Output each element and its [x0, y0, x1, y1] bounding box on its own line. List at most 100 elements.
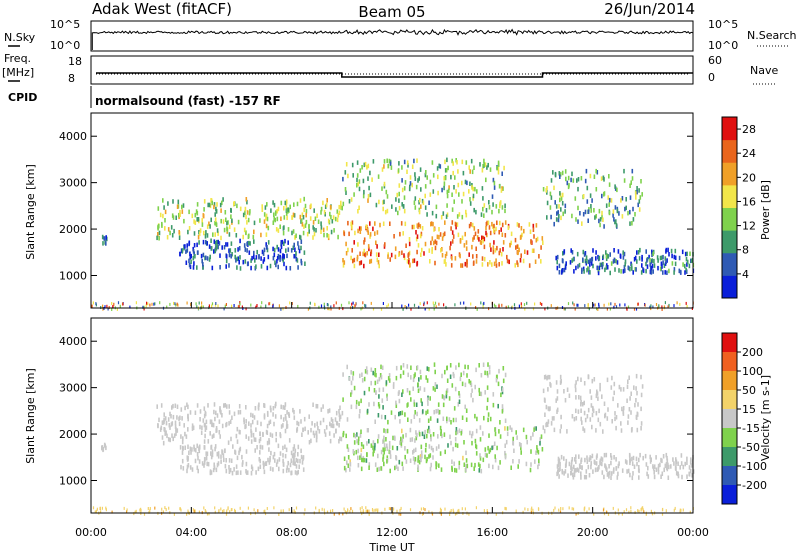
power-echo-cell [464, 179, 467, 185]
velocity-near-range-cell [162, 510, 164, 514]
velocity-near-range-cell [192, 508, 194, 512]
power-echo-cell [105, 241, 107, 246]
velocity-echo-cell [573, 469, 576, 474]
power-echo-cell [235, 233, 238, 238]
velocity-echo-cell [385, 380, 388, 385]
power-echo-cell [157, 232, 159, 237]
power-echo-cell [389, 257, 391, 262]
power-echo-cell [662, 260, 664, 265]
power-echo-cell [223, 245, 226, 250]
velocity-echo-cell [259, 436, 262, 442]
velocity-echo-cell [402, 363, 405, 368]
power-echo-cell [404, 221, 407, 227]
power-echo-cell [447, 188, 450, 193]
velocity-echo-cell [378, 394, 380, 399]
velocity-echo-cell [223, 403, 225, 408]
velocity-echo-cell [589, 389, 591, 394]
power-echo-cell [234, 248, 237, 253]
velocity-echo-cell [420, 444, 423, 450]
velocity-echo-cell [226, 404, 228, 409]
power-echo-cell [465, 209, 467, 215]
power-echo-cell [246, 261, 249, 267]
power-echo-cell [470, 158, 473, 164]
power-echo-cell [479, 162, 481, 167]
velocity-near-range-cell [264, 512, 267, 516]
power-echo-cell [446, 203, 448, 208]
power-echo-cell [684, 263, 686, 269]
velocity-near-range-cell [165, 508, 167, 512]
velocity-echo-cell [308, 440, 311, 445]
velocity-echo-cell [560, 454, 563, 460]
velocity-echo-cell [647, 474, 650, 479]
velocity-near-range-cell [263, 509, 265, 513]
velocity-echo-cell [587, 464, 590, 470]
velocity-near-range-cell [400, 512, 402, 516]
velocity-echo-cell [401, 461, 404, 467]
power-echo-cell [225, 217, 227, 222]
power-echo-cell [422, 200, 425, 205]
velocity-echo-cell [491, 445, 493, 451]
power-echo-cell [601, 193, 603, 199]
velocity-echo-cell [224, 403, 227, 408]
velocity-echo-cell [416, 365, 419, 370]
power-echo-cell [348, 199, 351, 204]
power-echo-cell [602, 261, 604, 267]
power-echo-cell [231, 218, 233, 223]
velocity-echo-cell [613, 455, 615, 460]
power-near-range-cell [214, 303, 217, 307]
velocity-echo-cell [610, 453, 612, 458]
power-near-range-cell [652, 305, 654, 309]
power-echo-cell [452, 161, 454, 166]
velocity-echo-cell [391, 445, 394, 451]
velocity-echo-cell [476, 416, 478, 422]
power-echo-cell [265, 216, 267, 221]
power-echo-cell [651, 258, 653, 263]
power-echo-cell [582, 194, 585, 199]
velocity-echo-cell [382, 454, 385, 459]
velocity-echo-cell [292, 407, 294, 413]
velocity-echo-cell [292, 457, 295, 463]
power-echo-cell [465, 240, 468, 245]
velocity-echo-cell [488, 433, 490, 438]
velocity-echo-cell [474, 384, 476, 390]
velocity-echo-cell [434, 369, 436, 375]
power-echo-cell [233, 227, 236, 232]
velocity-echo-cell [453, 373, 455, 379]
velocity-echo-cell [428, 454, 430, 459]
power-near-range-cell [664, 301, 666, 305]
velocity-echo-cell [188, 450, 190, 456]
power-echo-cell [515, 245, 517, 250]
power-echo-cell [651, 264, 654, 269]
velocity-near-range-cell [650, 509, 652, 513]
velocity-echo-cell [350, 404, 353, 410]
velocity-echo-cell [487, 362, 489, 367]
power-echo-cell [253, 229, 255, 235]
power-echo-cell [482, 196, 484, 201]
power-echo-cell [230, 241, 233, 246]
power-echo-cell [358, 179, 361, 184]
power-echo-cell [368, 185, 370, 191]
power-echo-cell [452, 170, 454, 176]
power-echo-cell [549, 191, 552, 197]
power-echo-cell [587, 209, 590, 214]
power-echo-cell [507, 225, 510, 230]
velocity-near-range-cell [483, 509, 485, 513]
power-near-range-cell [307, 307, 309, 311]
velocity-echo-cell [300, 454, 303, 460]
power-echo-cell [605, 256, 608, 261]
power-echo-cell [161, 223, 163, 228]
velocity-echo-cell [618, 461, 620, 466]
velocity-echo-cell [169, 437, 171, 443]
velocity-echo-cell [302, 456, 304, 462]
velocity-near-range-cell [161, 507, 163, 511]
power-echo-cell [668, 268, 670, 274]
power-echo-cell [504, 203, 506, 208]
velocity-colorbar-swatch [722, 409, 737, 429]
velocity-echo-cell [586, 459, 589, 464]
velocity-echo-cell [205, 419, 208, 425]
power-near-range-cell [198, 301, 200, 305]
power-echo-cell [490, 247, 492, 252]
velocity-echo-cell [405, 459, 408, 464]
velocity-echo-cell [584, 457, 586, 463]
velocity-echo-cell [544, 412, 546, 417]
